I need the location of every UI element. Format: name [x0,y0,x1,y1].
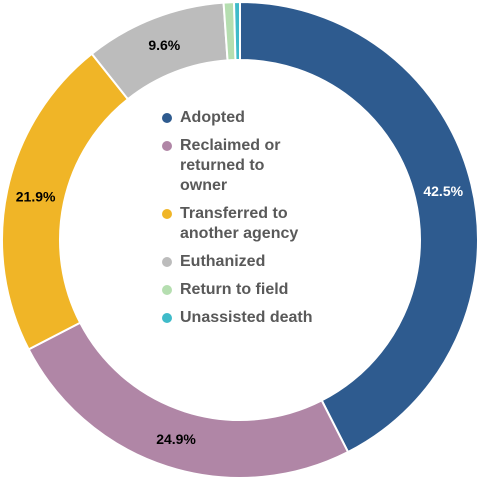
legend-label-line: returned to [180,157,265,174]
legend-label: Return to field [180,280,288,300]
legend-label: Unassisted death [180,308,312,328]
legend-swatch-icon [162,209,172,219]
donut-slice-0 [239,0,479,454]
legend-label-line: Transferred to [180,205,288,222]
legend-item-0: Adopted [162,108,352,128]
chart-legend: Adopted Reclaimed or returned to owner Trans… [162,108,352,336]
legend-label: Euthanized [180,252,265,272]
legend-item-3: Euthanized [162,252,352,272]
data-label-3: 9.6% [148,37,180,53]
legend-item-5: Unassisted death [162,308,352,328]
donut-slice-5 [232,0,241,62]
legend-swatch-icon [162,113,172,123]
legend-item-4: Return to field [162,280,352,300]
legend-label-line: Reclaimed or [180,137,281,154]
legend-label-line: Adopted [180,109,245,126]
legend-label-line: owner [180,177,228,194]
data-label-2: 21.9% [16,188,56,204]
legend-swatch-icon [162,141,172,151]
legend-label: Adopted [180,108,245,128]
donut-slice-1 [27,321,350,479]
data-label-0: 42.5% [423,183,463,199]
legend-label: Transferred to another agency [180,204,298,244]
legend-label-line: Euthanized [180,253,266,270]
legend-label-line: Return to field [180,281,289,298]
legend-swatch-icon [162,313,172,323]
data-label-1: 24.9% [156,431,196,447]
legend-label: Reclaimed or returned to owner [180,136,280,196]
legend-item-1: Reclaimed or returned to owner [162,136,352,196]
legend-label-line: Unassisted death [180,309,313,326]
legend-item-2: Transferred to another agency [162,204,352,244]
legend-label-line: another agency [180,225,299,242]
legend-swatch-icon [162,285,172,295]
legend-swatch-icon [162,257,172,267]
